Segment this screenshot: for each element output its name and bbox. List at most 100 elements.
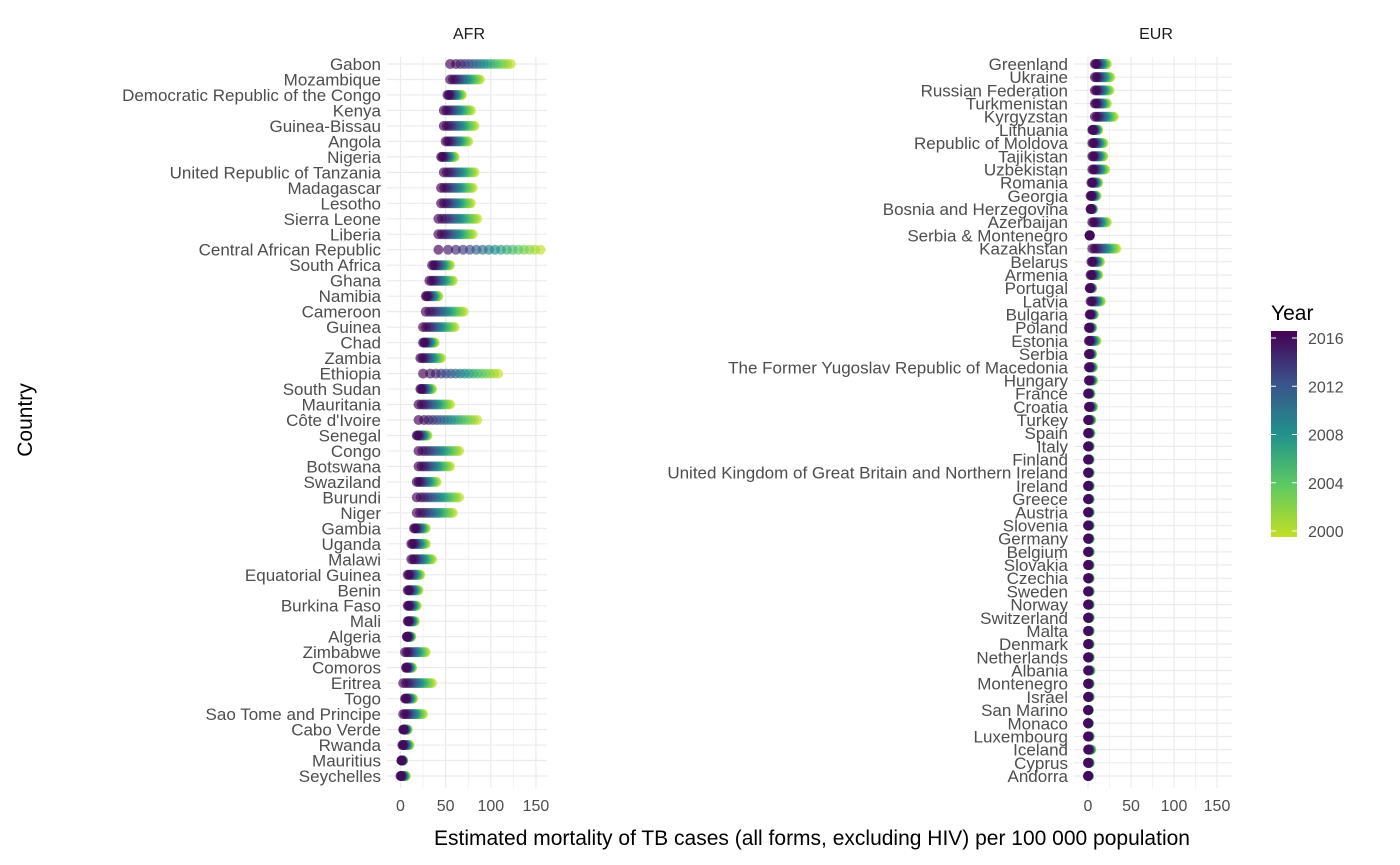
country-label: Sierra Leone xyxy=(284,210,381,229)
data-point xyxy=(1083,388,1093,399)
x-tick-label: 50 xyxy=(1122,798,1140,815)
year-legend: Year 2016 2012 2008 2004 2000 xyxy=(1271,302,1344,541)
country-label: Italy xyxy=(1037,437,1069,456)
country-label: Malta xyxy=(1026,622,1068,641)
data-point xyxy=(1087,124,1098,135)
data-point xyxy=(425,368,436,379)
x-tick-labels: 0 50 100 150 xyxy=(1084,798,1231,815)
country-label: Cabo Verde xyxy=(291,721,381,740)
country-label: Côte d'Ivoire xyxy=(286,411,381,430)
country-label: Denmark xyxy=(999,635,1068,654)
data-point xyxy=(438,167,449,178)
country-label: Chad xyxy=(340,334,381,353)
country-label: South Sudan xyxy=(283,380,381,399)
country-label: Namibia xyxy=(319,287,382,306)
country-label: Uzbekistan xyxy=(984,160,1068,179)
data-point xyxy=(1089,98,1100,109)
data-point xyxy=(401,631,412,642)
legend-tick-label: 2008 xyxy=(1308,428,1344,445)
country-label: Sweden xyxy=(1007,582,1068,601)
x-tick-label: 50 xyxy=(437,798,455,815)
data-point xyxy=(436,198,447,209)
data-point xyxy=(411,507,422,518)
data-point xyxy=(1085,269,1096,280)
country-label: France xyxy=(1015,385,1068,404)
data-point xyxy=(1087,138,1098,149)
data-point xyxy=(1089,111,1100,122)
country-label: Eritrea xyxy=(331,674,382,693)
x-tick-label: 150 xyxy=(1204,798,1231,815)
data-point xyxy=(1083,599,1093,610)
country-label: Niger xyxy=(340,504,381,523)
country-label: Liberia xyxy=(330,225,382,244)
data-point xyxy=(402,569,413,580)
data-point xyxy=(424,275,435,286)
data-point xyxy=(402,585,413,596)
data-point xyxy=(415,353,426,364)
data-point xyxy=(445,59,456,69)
country-label: Israel xyxy=(1026,688,1068,707)
country-label: Burundi xyxy=(322,488,381,507)
country-label: Togo xyxy=(344,690,381,709)
country-label: Seychelles xyxy=(299,767,381,786)
data-point xyxy=(433,213,444,224)
data-point xyxy=(1084,283,1095,294)
country-label: Swaziland xyxy=(304,473,382,492)
data-point xyxy=(1083,507,1093,518)
data-point xyxy=(1083,533,1093,544)
data-point xyxy=(427,260,438,271)
data-point xyxy=(1085,190,1096,201)
data-point xyxy=(1083,415,1093,425)
x-tick-label: 150 xyxy=(523,798,550,815)
data-point xyxy=(1083,744,1093,755)
country-label: Latvia xyxy=(1023,292,1069,311)
data-point xyxy=(400,662,411,673)
country-label: Madagascar xyxy=(287,179,381,198)
country-label: United Republic of Tanzania xyxy=(170,163,382,182)
country-label: Serbia xyxy=(1019,345,1069,364)
country-label: Bosnia and Herzegovina xyxy=(883,200,1069,219)
legend-tick-label: 2016 xyxy=(1308,331,1344,348)
data-point xyxy=(396,755,407,766)
country-label: Angola xyxy=(328,132,381,151)
country-label: Luxembourg xyxy=(973,727,1068,746)
country-label: Gabon xyxy=(330,55,381,74)
data-point xyxy=(409,523,420,534)
data-point xyxy=(1083,428,1093,439)
data-point xyxy=(1089,85,1100,96)
legend-tick-label: 2012 xyxy=(1308,379,1344,396)
data-point xyxy=(1089,59,1100,69)
data-point xyxy=(1083,612,1093,623)
data-point xyxy=(398,678,409,689)
country-label: Slovakia xyxy=(1004,556,1069,575)
data-point xyxy=(1083,705,1093,716)
x-tick-label: 100 xyxy=(1161,798,1188,815)
data-point xyxy=(438,105,449,116)
data-point xyxy=(1083,322,1094,333)
country-label: Belgium xyxy=(1007,543,1068,562)
legend-ticks: 2016 2012 2008 2004 2000 xyxy=(1271,331,1344,541)
data-point xyxy=(418,322,429,333)
country-label: Czechia xyxy=(1007,569,1069,588)
data-point xyxy=(1083,349,1094,360)
x-axis-title: Estimated mortality of TB cases (all for… xyxy=(434,827,1190,850)
data-point xyxy=(1083,718,1093,729)
data-point xyxy=(433,229,444,240)
data-point xyxy=(1083,335,1094,346)
country-label: Switzerland xyxy=(980,609,1068,628)
panel-strip-label: AFR xyxy=(453,26,485,43)
country-label: Lithuania xyxy=(999,121,1069,140)
data-point xyxy=(406,554,417,565)
country-label: Serbia & Montenegro xyxy=(907,226,1068,245)
country-label: Botswana xyxy=(306,457,381,476)
country-label: South Africa xyxy=(289,256,381,275)
country-label: Guinea xyxy=(326,318,381,337)
country-label: Norway xyxy=(1010,596,1068,615)
data-point xyxy=(436,151,447,162)
data-point xyxy=(1087,243,1098,254)
country-label: Lesotho xyxy=(321,194,382,213)
data-point xyxy=(411,430,422,441)
country-label: Burkina Faso xyxy=(281,597,381,616)
